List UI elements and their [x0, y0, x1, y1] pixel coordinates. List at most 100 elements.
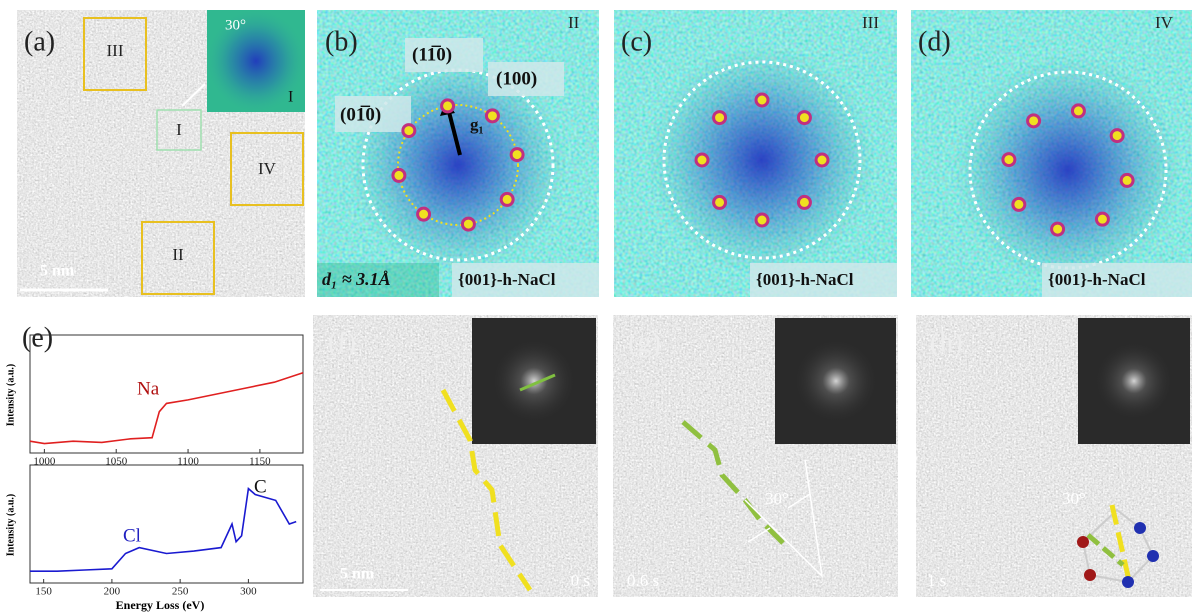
- spot-label: (100): [496, 68, 537, 89]
- ring: [968, 70, 1168, 270]
- panel-label: (h): [930, 327, 963, 358]
- spectrum-line: [30, 487, 297, 572]
- label-box: [488, 62, 564, 96]
- ring: [361, 68, 555, 262]
- arrow: [181, 83, 206, 107]
- panel-c: (c) III {001}-h-NaCl: [614, 10, 897, 297]
- spot: [712, 110, 728, 126]
- panel-label: (e): [22, 322, 53, 353]
- x-axis-label: Energy Loss (eV): [116, 598, 205, 612]
- fft-pattern: [1092, 339, 1176, 423]
- zone-label: {001}-h-NaCl: [1048, 270, 1146, 289]
- x-tick-label: 1150: [249, 456, 271, 468]
- region-label: I: [176, 120, 182, 139]
- fft-pattern: [791, 336, 881, 426]
- x-tick-label: 200: [104, 586, 121, 598]
- spot: [814, 152, 830, 168]
- x-tick-label: 250: [172, 586, 189, 598]
- scale-label: 5 nm: [340, 566, 375, 583]
- panel-label: (c): [621, 26, 652, 57]
- panel-label: (f): [328, 327, 356, 358]
- region-label: IV: [1155, 13, 1174, 32]
- time-label: 1 s: [927, 571, 946, 590]
- vector-arrow: [446, 107, 462, 156]
- spot: [1109, 128, 1125, 144]
- spot: [712, 194, 728, 210]
- atom: [1084, 569, 1096, 581]
- y-axis-label: Intensity (a.u.): [5, 494, 16, 557]
- series-label: Na: [137, 378, 160, 399]
- spot: [1001, 152, 1017, 168]
- spot: [694, 152, 710, 168]
- spot: [1094, 211, 1110, 227]
- atom: [1077, 536, 1089, 548]
- atom: [1147, 550, 1159, 562]
- inset-label: I: [288, 89, 293, 106]
- spot: [796, 110, 812, 126]
- spot: [796, 194, 812, 210]
- spot: [391, 167, 407, 183]
- edge-label: C: [254, 476, 267, 497]
- ring: [662, 60, 862, 260]
- label-box: [335, 96, 411, 132]
- region-box: [141, 221, 215, 295]
- spot: [460, 216, 476, 232]
- label-box: [1042, 263, 1192, 297]
- arrow: [519, 373, 556, 392]
- fft-center: [647, 45, 877, 275]
- region-label: II: [172, 245, 184, 264]
- inset-angle: 30°: [225, 17, 246, 33]
- panel-label: (g): [628, 327, 661, 358]
- x-tick-label: 1050: [105, 456, 128, 468]
- panel-h: 30° (h) 1 s: [916, 315, 1192, 597]
- boundary-line: [1109, 504, 1133, 586]
- region-label: III: [107, 41, 124, 60]
- y-axis-label: Intensity (a.u.): [5, 364, 16, 427]
- x-tick-label: 1000: [33, 456, 56, 468]
- vector-label: g₁: [470, 115, 484, 134]
- spot: [401, 123, 417, 139]
- time-label: 0.6 s: [627, 571, 659, 590]
- spectrum-line: [29, 372, 304, 445]
- boundary-line: [681, 420, 792, 552]
- panel-label: (a): [24, 26, 55, 57]
- angle-label: 30°: [765, 489, 789, 508]
- spot: [1026, 113, 1042, 129]
- x-tick-label: 1100: [177, 456, 199, 468]
- label-box: [317, 263, 439, 297]
- zone-label: {001}-h-NaCl: [458, 270, 556, 289]
- region-box: [230, 132, 304, 206]
- label-box: [452, 263, 599, 297]
- spot: [754, 92, 770, 108]
- spot: [509, 147, 525, 163]
- panel-f: (f) 5 nm 0 s: [313, 315, 598, 597]
- region-label: III: [862, 13, 879, 32]
- arrow: [787, 493, 811, 509]
- x-tick-label: 150: [35, 586, 52, 598]
- arrow: [747, 527, 771, 543]
- panel-g: 30° (g) 0.6 s: [613, 315, 898, 597]
- fft-pattern: [489, 336, 579, 426]
- angle-lines: [744, 459, 824, 579]
- boundary-line: [440, 388, 533, 592]
- series-label: Cl: [123, 525, 141, 546]
- panel-label: (b): [325, 26, 358, 57]
- panel-label: (d): [918, 26, 951, 57]
- label-box: [750, 263, 897, 297]
- panel-e: (e) Intensity (a.u.) Intensity (a.u.) Na…: [5, 322, 304, 612]
- scale-label: 5 nm: [40, 263, 75, 280]
- region-box: [83, 17, 147, 91]
- spot: [1011, 196, 1027, 212]
- panel-d: (d) IV {001}-h-NaCl: [911, 10, 1192, 297]
- fft-inset-center: [207, 10, 305, 112]
- fft-center: [953, 55, 1183, 285]
- x-tick-label: 300: [240, 586, 257, 598]
- atom: [1122, 576, 1134, 588]
- spots: [391, 92, 1135, 237]
- spot: [440, 98, 456, 114]
- panel-b: (b) II (11̅0) (100) (01̅0) g₁ d₁ ≈ 3.1Å …: [317, 10, 599, 297]
- spot-label: (01̅0): [340, 104, 381, 125]
- spot: [484, 108, 500, 124]
- label-box: [405, 38, 483, 72]
- spot: [1070, 103, 1086, 119]
